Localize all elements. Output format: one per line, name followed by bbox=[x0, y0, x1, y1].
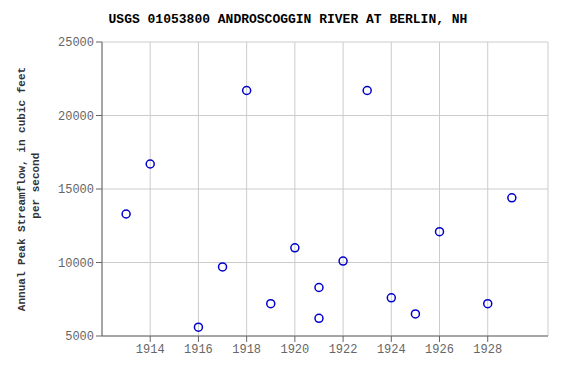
svg-text:1928: 1928 bbox=[473, 343, 502, 357]
svg-text:1924: 1924 bbox=[377, 343, 406, 357]
svg-text:10000: 10000 bbox=[58, 257, 94, 271]
svg-text:1916: 1916 bbox=[184, 343, 213, 357]
svg-text:1926: 1926 bbox=[425, 343, 454, 357]
svg-text:1920: 1920 bbox=[280, 343, 309, 357]
svg-text:1918: 1918 bbox=[232, 343, 261, 357]
svg-text:1922: 1922 bbox=[329, 343, 358, 357]
html-text:USGS 01053800 ANDROSCOGGIN RIV: USGS 01053800 ANDROSCOGGIN RIVER AT BERL… bbox=[108, 12, 468, 27]
svg-text:1914: 1914 bbox=[136, 343, 165, 357]
svg-text:15000: 15000 bbox=[58, 183, 94, 197]
svg-text:Annual Peak Streamflow, in cub: Annual Peak Streamflow, in cubic feet pe… bbox=[16, 67, 41, 311]
svg-text:25000: 25000 bbox=[58, 36, 94, 50]
svg-text:5000: 5000 bbox=[65, 330, 94, 344]
svg-text:20000: 20000 bbox=[58, 110, 94, 124]
